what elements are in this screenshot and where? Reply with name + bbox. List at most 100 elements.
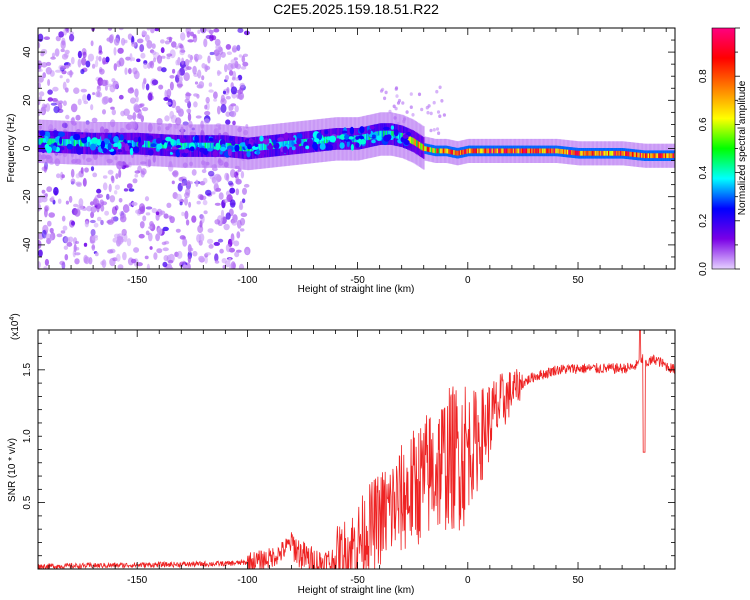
heat-blob	[357, 138, 362, 142]
heat-speck	[196, 54, 203, 60]
heat-speck	[93, 222, 99, 228]
y-tick-label: 0.5	[22, 495, 33, 509]
heat-speck	[65, 200, 69, 205]
heat-core	[377, 131, 380, 138]
heat-speck	[62, 81, 67, 91]
heat-core	[455, 150, 458, 156]
heat-core	[133, 140, 136, 147]
heat-blob	[41, 146, 46, 154]
heat-core	[453, 150, 456, 155]
heat-blob	[113, 136, 119, 143]
heat-core	[437, 148, 440, 154]
heat-blob	[228, 136, 234, 142]
heat-speck	[119, 211, 125, 217]
heat-core	[180, 142, 183, 150]
heat-core	[514, 148, 516, 154]
heat-speck	[114, 184, 120, 190]
heat-speck	[160, 39, 165, 44]
heat-core	[172, 142, 175, 149]
heat-speck	[134, 173, 139, 178]
heat-speck	[90, 104, 94, 111]
heat-speck	[192, 65, 197, 75]
heat-core	[548, 148, 551, 154]
heat-core	[162, 141, 165, 149]
heat-core	[481, 148, 483, 154]
heat-blob	[219, 146, 227, 152]
heat-speck	[75, 114, 81, 121]
heat-speck	[127, 33, 133, 40]
heat-blob	[100, 140, 105, 149]
heat-speck	[53, 187, 59, 196]
heat-blob	[239, 142, 247, 147]
heat-blob	[402, 134, 409, 139]
heat-speck	[95, 91, 101, 98]
heat-speck	[184, 210, 189, 220]
heat-speck	[47, 89, 53, 95]
heat-speck	[208, 29, 214, 35]
heat-speck	[199, 194, 204, 201]
heat-speck	[62, 225, 68, 231]
heat-speck	[235, 178, 242, 185]
heat-blob	[350, 144, 354, 151]
heat-speck	[396, 101, 401, 105]
heat-core	[540, 148, 543, 154]
spectrogram-y-axis-label: Frequency (Hz)	[6, 114, 17, 183]
heat-speck	[194, 81, 199, 85]
heat-speck	[110, 216, 115, 224]
heat-blob	[254, 143, 259, 147]
heat-blob	[282, 146, 288, 154]
heat-speck	[169, 81, 174, 91]
heat-blob	[327, 141, 335, 145]
heat-speck	[61, 53, 69, 60]
heat-core	[671, 153, 674, 159]
heat-speck	[240, 66, 247, 70]
heat-speck	[144, 196, 150, 202]
heat-core	[668, 153, 671, 159]
heat-speck	[116, 253, 121, 262]
heat-speck	[75, 173, 81, 179]
heat-speck	[63, 236, 71, 244]
heat-speck	[193, 101, 198, 108]
heat-core	[294, 140, 297, 147]
heat-speck	[56, 233, 63, 238]
heat-speck	[115, 173, 119, 180]
heat-blob	[277, 137, 285, 142]
heat-blob	[227, 148, 232, 157]
heat-speck	[46, 186, 53, 193]
heat-speck	[231, 76, 236, 81]
heat-core	[662, 153, 665, 159]
heat-blob	[165, 136, 172, 142]
heat-speck	[427, 104, 431, 108]
heat-speck	[213, 98, 218, 102]
snr-y-axis-label: SNR (10 * v/v)	[7, 438, 18, 502]
heat-core	[408, 136, 411, 143]
heat-speck	[243, 183, 250, 188]
heat-core	[559, 148, 561, 154]
heat-speck	[123, 188, 129, 192]
heat-core	[504, 148, 507, 154]
heat-speck	[232, 262, 236, 269]
heat-core	[527, 148, 530, 154]
y-tick-label: 1.0	[22, 429, 33, 443]
heat-speck	[184, 98, 190, 104]
heat-core	[536, 148, 539, 154]
heat-speck	[196, 84, 203, 89]
heat-core	[434, 148, 437, 154]
heat-core	[519, 148, 522, 154]
heat-speck	[234, 105, 239, 113]
heat-blob	[117, 149, 123, 153]
heat-core	[622, 151, 625, 156]
heat-core	[598, 150, 601, 156]
heat-speck	[435, 127, 440, 131]
heat-speck	[379, 89, 384, 93]
heat-blob	[341, 130, 348, 134]
heat-core	[609, 150, 612, 156]
heat-speck	[212, 179, 219, 185]
heat-speck	[151, 79, 159, 86]
heat-speck	[118, 169, 122, 178]
heat-core	[528, 148, 531, 154]
heat-blob	[403, 139, 410, 146]
heat-core	[442, 148, 445, 154]
heat-core	[86, 140, 89, 147]
heat-blob	[268, 142, 273, 149]
